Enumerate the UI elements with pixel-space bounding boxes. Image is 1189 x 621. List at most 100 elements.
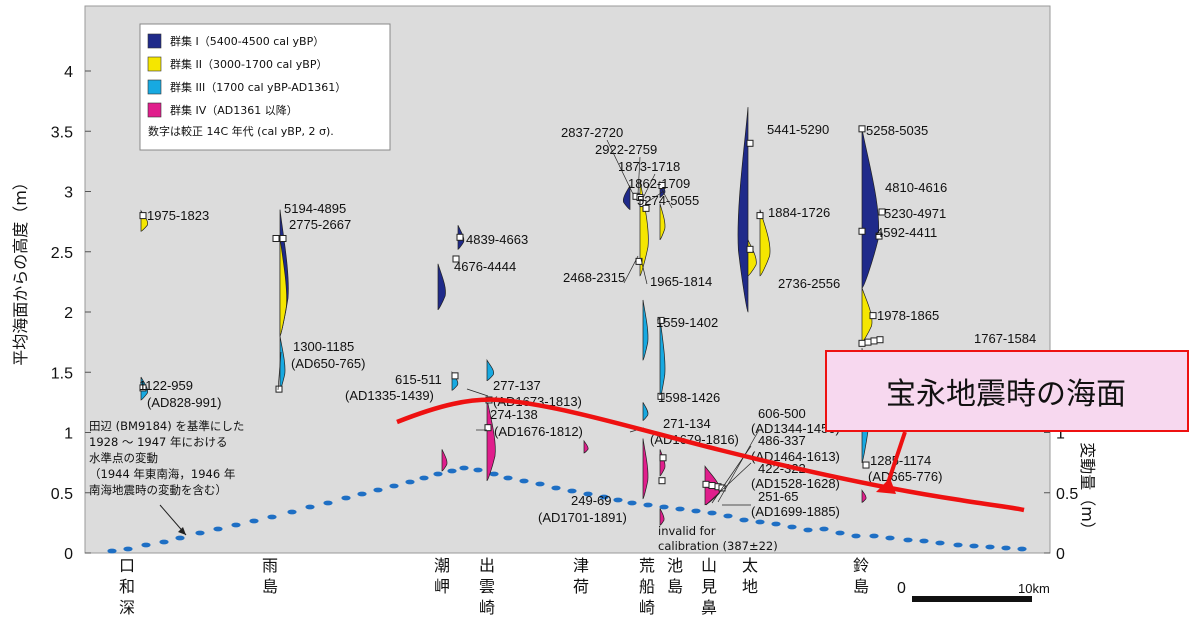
site-label: 太 — [742, 556, 758, 575]
age-label: 5194-4895 — [284, 201, 346, 216]
age-label: 4676-4444 — [454, 259, 516, 274]
left-axis-tick-label: 1.5 — [51, 365, 73, 382]
distribution-IV — [642, 438, 649, 500]
age-label: 1862-1709 — [628, 176, 690, 191]
legend-label: 群集 II（3000-1700 cal yBP） — [170, 57, 327, 71]
scale-end-label: 10km — [1018, 581, 1050, 596]
sample-marker — [451, 372, 459, 380]
benchmark-dot — [123, 546, 133, 552]
site-label: 鼻 — [701, 598, 717, 617]
sample-marker — [456, 233, 464, 241]
benchmark-dot — [373, 487, 383, 493]
right-axis-tick-label: 0.5 — [1056, 486, 1078, 503]
age-label: 486-337 — [758, 433, 806, 448]
benchmark-dot — [231, 522, 241, 528]
callout-box — [825, 350, 1189, 432]
left-axis-tick-label: 3 — [64, 185, 73, 202]
benchmark-dot — [287, 509, 297, 515]
benchmark-dot — [919, 538, 929, 544]
scale-start-label: 0 — [897, 580, 906, 597]
sample-marker — [870, 337, 878, 345]
sample-marker — [658, 477, 666, 485]
benchmark-dot — [1001, 545, 1011, 551]
leader-line — [606, 139, 634, 195]
distribution-I — [437, 263, 446, 310]
benchmark-dot — [389, 483, 399, 489]
site-label: 島 — [853, 577, 869, 596]
benchmark-dot — [771, 521, 781, 527]
benchmark-dot — [803, 527, 813, 533]
age-label: 2736-2556 — [778, 276, 840, 291]
site-label: 島 — [262, 577, 278, 596]
age-label: 1978-1865 — [877, 308, 939, 323]
age-label: calibration (387±22) — [658, 539, 778, 553]
age-label: (AD1335-1439) — [345, 388, 434, 403]
age-label: 271-134 — [663, 416, 711, 431]
age-label: (AD1528-1628) — [751, 476, 840, 491]
benchmark-dot — [903, 537, 913, 543]
age-label: 251-65 — [758, 489, 798, 504]
right-axis-tick-label: 1 — [1056, 426, 1065, 443]
sample-marker — [878, 208, 886, 216]
distribution-IV — [583, 439, 589, 454]
left-axis-tick-label: 2 — [64, 305, 73, 322]
site-label: 和 — [119, 577, 135, 596]
benchmark-dot — [503, 475, 513, 481]
distribution-IV — [486, 398, 496, 482]
sample-marker — [858, 339, 866, 347]
age-label: (AD650-765) — [291, 356, 365, 371]
distribution-II — [659, 203, 666, 241]
age-label: (AD665-776) — [868, 469, 942, 484]
age-label: 1767-1584 — [974, 331, 1036, 346]
sample-marker — [864, 338, 872, 346]
site-label: 岬 — [434, 577, 450, 596]
age-label: 4592-4411 — [876, 225, 937, 240]
left-axis-tick-label: 1 — [64, 426, 73, 443]
site-label: 池 — [667, 556, 683, 575]
callout-text: 宝永地震時の海面 — [886, 377, 1126, 412]
age-label: 1873-1718 — [618, 159, 680, 174]
benchmark-dot — [551, 485, 561, 491]
benchmark-dot — [675, 506, 685, 512]
age-label: 2922-2759 — [595, 142, 657, 157]
benchmark-arrowhead — [178, 527, 186, 535]
age-label: 1884-1726 — [768, 205, 830, 220]
site-label: 深 — [119, 598, 135, 617]
leader-line — [466, 388, 489, 397]
site-label: 地 — [742, 577, 758, 596]
legend-swatch — [147, 33, 162, 49]
age-label: (AD1701-1891) — [538, 510, 627, 525]
age-label: invalid for — [658, 524, 716, 538]
sample-marker — [657, 316, 665, 324]
benchmark-dot — [819, 526, 829, 532]
leader-line — [645, 190, 665, 204]
site-label: 見 — [701, 577, 717, 596]
site-label: 雲 — [479, 577, 495, 596]
age-label: 1300-1185 — [293, 339, 354, 354]
distribution-III — [642, 299, 649, 361]
sample-marker — [635, 257, 643, 265]
benchmark-note-line: 1928 ～ 1947 年における — [89, 435, 228, 449]
distribution-I — [861, 128, 880, 289]
benchmark-dot — [267, 514, 277, 520]
benchmark-dot — [723, 513, 733, 519]
sample-marker — [756, 212, 764, 220]
legend-swatch — [147, 79, 162, 95]
sample-marker — [484, 424, 492, 432]
benchmark-dot — [305, 504, 315, 510]
benchmark-dot — [869, 533, 879, 539]
legend-swatch — [147, 102, 162, 118]
leader-line — [642, 173, 656, 199]
age-label: (AD1344-1450) — [751, 421, 840, 436]
benchmark-dot — [473, 467, 483, 473]
sample-marker — [876, 336, 884, 344]
age-label: 606-500 — [758, 406, 806, 421]
leader-line — [660, 187, 673, 209]
benchmark-dot — [519, 478, 529, 484]
sample-marker — [708, 482, 716, 490]
hoei-sea-level-curve — [396, 397, 1025, 513]
scale-bar — [912, 596, 1032, 602]
age-label: (AD1673-1813) — [493, 394, 582, 409]
distribution-II — [279, 237, 288, 337]
